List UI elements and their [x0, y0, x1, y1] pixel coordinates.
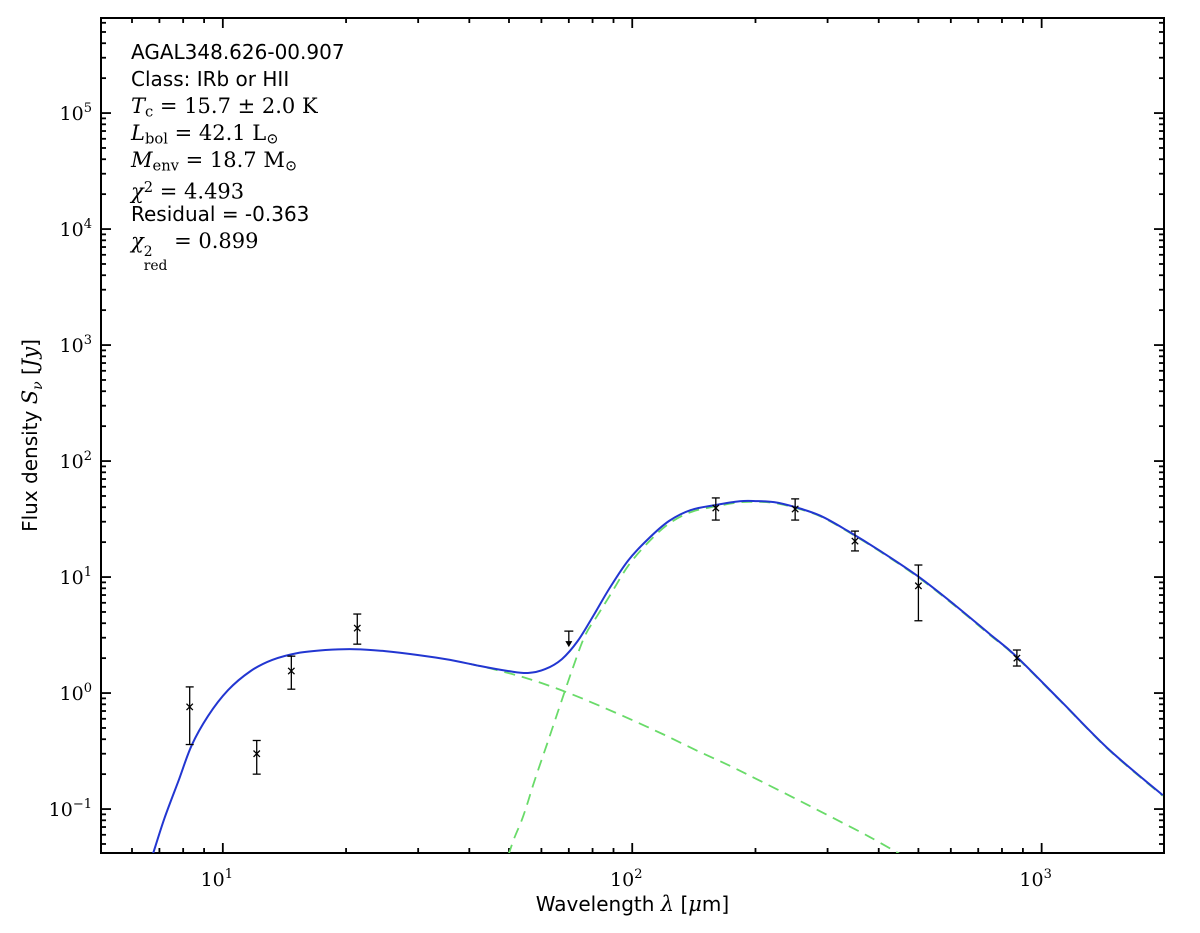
tick-label: 101 [201, 867, 233, 891]
annotation-m-env: Menv = 18.7 M⊙ [131, 148, 298, 175]
hot-component-curve [469, 662, 900, 853]
tick-labels: 101 102 103 105 104 103 102 101 100 10−1 [49, 101, 1052, 891]
sup-sub-stack: 2 red [143, 243, 168, 275]
tick-label: 103 [1019, 867, 1051, 891]
annotation-class-line: Class: IRb or HII [131, 67, 290, 91]
tick-label: 102 [60, 449, 92, 473]
data-point [287, 655, 296, 690]
total-fit-curve [152, 499, 1164, 853]
data-point [711, 497, 720, 521]
tick-label: 10−1 [49, 797, 92, 821]
annotation-source-name: AGAL348.626-00.907 [131, 40, 345, 64]
annotation-t-cold: Tc = 15.7 ± 2.0 K [131, 94, 318, 121]
annotation-block: AGAL348.626-00.907 Class: IRb or HII Tc = … [131, 39, 345, 275]
data-point [914, 564, 923, 622]
y-axis-label: Flux density Sν​ [Jy] [18, 339, 46, 532]
annotation-chi2-red: χ 2 red = 0.899 [131, 229, 259, 275]
data-point [1012, 649, 1021, 667]
tick-label: 100 [60, 681, 92, 705]
annotation-l-bol: Lbol = 42.1 L⊙ [131, 121, 279, 148]
fit-curves [152, 499, 1164, 853]
upper-limit-marker [564, 630, 574, 648]
annotation-chi2: χ2 = 4.493 [131, 179, 245, 204]
tick-label: 101 [60, 565, 92, 589]
tick-label: 103 [60, 333, 92, 357]
tick-label: 105 [60, 101, 92, 125]
tick-label: 102 [610, 867, 642, 891]
tick-label: 104 [60, 217, 92, 241]
data-point [185, 686, 194, 746]
data-point [252, 739, 261, 775]
x-axis-label: Wavelength λ [μm] [536, 892, 729, 916]
data-points [185, 497, 1021, 775]
data-point [791, 498, 800, 521]
data-point [353, 613, 362, 645]
axis-ticks [101, 18, 1164, 853]
annotation-residual: Residual = -0.363 [131, 202, 310, 226]
data-point [850, 530, 859, 552]
cold-component-curve [508, 500, 1164, 853]
